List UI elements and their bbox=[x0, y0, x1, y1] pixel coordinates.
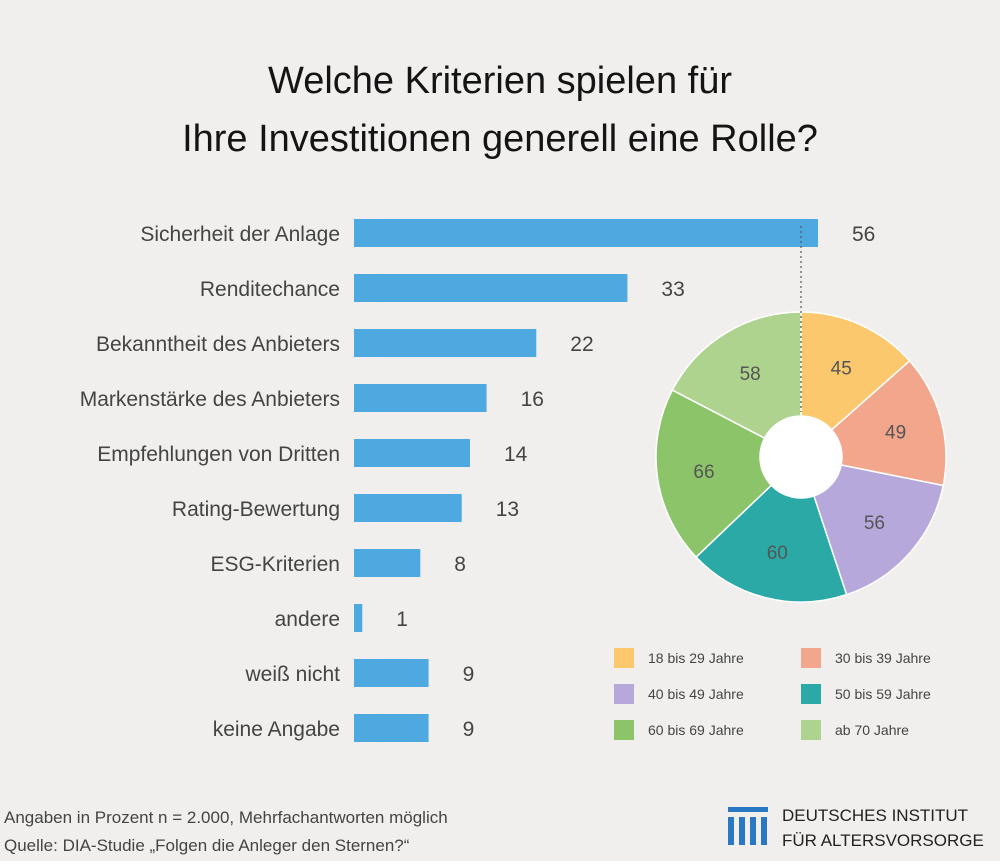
donut-chart: 45 49 56 60 66 58 bbox=[655, 311, 947, 603]
category-label: Renditechance bbox=[200, 278, 340, 301]
slice-value-label: 66 bbox=[693, 462, 714, 483]
legend-item: 40 bis 49 Jahre bbox=[614, 682, 744, 706]
legend-label: 40 bis 49 Jahre bbox=[648, 686, 744, 702]
bar bbox=[354, 494, 462, 522]
bar bbox=[354, 274, 628, 302]
chart-area: Sicherheit der Anlage 56 Renditechance 33 Be… bbox=[80, 219, 947, 742]
bar-value-label: 22 bbox=[570, 333, 593, 356]
slice-value-label: 49 bbox=[885, 422, 906, 443]
legend-label: 50 bis 59 Jahre bbox=[835, 686, 931, 702]
legend-item: 30 bis 39 Jahre bbox=[801, 646, 931, 670]
chart-title-line-1: Welche Kriterien spielen für bbox=[268, 60, 732, 102]
legend-swatch bbox=[801, 648, 821, 668]
logo-text-line-2: FÜR ALTERSVORSORGE bbox=[782, 831, 984, 850]
bar bbox=[354, 549, 421, 577]
slice-value-label: 56 bbox=[864, 513, 885, 534]
bar bbox=[354, 384, 487, 412]
legend-swatch bbox=[801, 720, 821, 740]
legend-label: 30 bis 39 Jahre bbox=[835, 650, 931, 666]
legend-label: 18 bis 29 Jahre bbox=[648, 650, 744, 666]
category-label: weiß nicht bbox=[244, 663, 340, 686]
category-label: ESG-Kriterien bbox=[210, 553, 340, 576]
bar-value-label: 9 bbox=[463, 718, 475, 741]
legend-label: 60 bis 69 Jahre bbox=[648, 722, 744, 738]
chart-title-line-2: Ihre Investitionen generell eine Rolle? bbox=[182, 118, 818, 160]
legend-swatch bbox=[614, 684, 634, 704]
bar-value-label: 16 bbox=[521, 388, 544, 411]
bar-value-label: 9 bbox=[463, 663, 475, 686]
bar bbox=[354, 329, 537, 357]
footer-note: Angaben in Prozent n = 2.000, Mehrfachan… bbox=[4, 808, 448, 827]
bar bbox=[354, 659, 429, 687]
legend-label: ab 70 Jahre bbox=[835, 722, 909, 738]
footer-notes: Angaben in Prozent n = 2.000, Mehrfachan… bbox=[4, 804, 448, 860]
category-label: keine Angabe bbox=[213, 718, 340, 741]
category-label: andere bbox=[275, 608, 340, 631]
donut-hole bbox=[760, 416, 842, 498]
category-label: Bekanntheit des Anbieters bbox=[96, 333, 340, 356]
bar-value-label: 56 bbox=[852, 223, 875, 246]
legend-swatch bbox=[614, 648, 634, 668]
bar-value-label: 8 bbox=[454, 553, 466, 576]
legend-item: ab 70 Jahre bbox=[801, 718, 909, 742]
institute-logo-icon bbox=[728, 807, 768, 845]
logo-text-line-1: DEUTSCHES INSTITUT bbox=[782, 806, 969, 825]
legend-item: 18 bis 29 Jahre bbox=[614, 646, 744, 670]
category-label: Rating-Bewertung bbox=[172, 498, 340, 521]
legend-item: 50 bis 59 Jahre bbox=[801, 682, 931, 706]
bar bbox=[354, 219, 818, 247]
slice-value-label: 58 bbox=[740, 364, 761, 385]
slice-value-label: 45 bbox=[831, 359, 852, 380]
bar-value-label: 1 bbox=[396, 608, 408, 631]
source-note: Quelle: DIA-Studie „Folgen die Anleger d… bbox=[4, 836, 410, 855]
bar bbox=[354, 439, 470, 467]
chart-title: Welche Kriterien spielen für Ihre Invest… bbox=[0, 52, 1000, 168]
bar bbox=[354, 604, 363, 632]
category-label: Empfehlungen von Dritten bbox=[97, 443, 340, 466]
bar-chart: Sicherheit der Anlage 56 Renditechance 33 Be… bbox=[80, 219, 875, 742]
bar bbox=[354, 714, 429, 742]
bar-value-label: 13 bbox=[496, 498, 519, 521]
bar-value-label: 33 bbox=[661, 278, 684, 301]
institute-logo: DEUTSCHES INSTITUT FÜR ALTERSVORSORGE bbox=[728, 801, 1000, 861]
legend-item: 60 bis 69 Jahre bbox=[614, 718, 744, 742]
legend-swatch bbox=[801, 684, 821, 704]
slice-value-label: 60 bbox=[767, 543, 788, 564]
category-label: Sicherheit der Anlage bbox=[140, 223, 340, 246]
category-label: Markenstärke des Anbieters bbox=[80, 388, 340, 411]
bar-value-label: 14 bbox=[504, 443, 528, 466]
legend-swatch bbox=[614, 720, 634, 740]
